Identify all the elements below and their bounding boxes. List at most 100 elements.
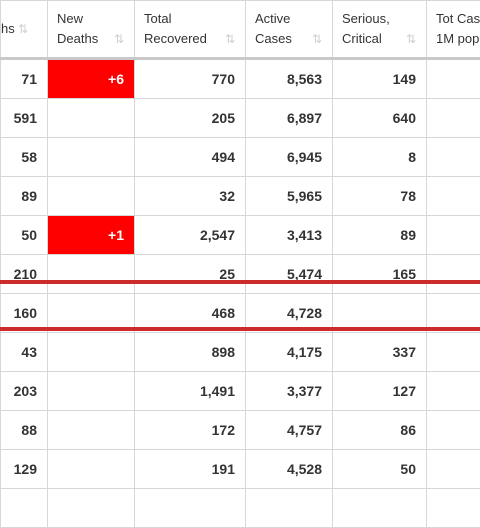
sort-icon[interactable]: ⇅ — [18, 19, 26, 39]
new-deaths-cell — [48, 138, 135, 177]
sort-icon[interactable]: ⇅ — [225, 29, 233, 49]
col-header-total-deaths[interactable]: hs ⇅ — [1, 1, 48, 59]
active-cases-cell: 8,563 — [246, 59, 333, 99]
col-header-new-deaths[interactable]: New Deaths ⇅ — [48, 1, 135, 59]
serious-critical-cell: 8 — [333, 138, 427, 177]
total-deaths-cell: 203 — [1, 372, 48, 411]
tot-cases-per-1m-cell — [427, 450, 480, 489]
serious-critical-cell: 50 — [333, 450, 427, 489]
header-line-2: hs — [1, 19, 32, 39]
total-deaths-cell: 88 — [1, 411, 48, 450]
sort-icon[interactable]: ⇅ — [312, 29, 320, 49]
col-header-serious-critical[interactable]: Serious, Critical ⇅ — [333, 1, 427, 59]
serious-critical-cell: 127 — [333, 372, 427, 411]
active-cases-cell: 6,897 — [246, 99, 333, 138]
new-deaths-cell — [48, 177, 135, 216]
tot-cases-per-1m-cell — [427, 138, 480, 177]
total-recovered-cell: 172 — [135, 411, 246, 450]
total-recovered-cell: 25 — [135, 255, 246, 294]
total-deaths-cell: 129 — [1, 450, 48, 489]
sort-icon[interactable]: ⇅ — [114, 29, 122, 49]
header-line-2: 1M pop — [436, 29, 480, 49]
header-line-1: Total — [144, 9, 239, 29]
total-recovered-cell: 770 — [135, 59, 246, 99]
tot-cases-per-1m-cell — [427, 216, 480, 255]
new-deaths-cell — [48, 411, 135, 450]
serious-critical-cell: 86 — [333, 411, 427, 450]
serious-critical-cell — [333, 489, 427, 528]
total-deaths-cell: 71 — [1, 59, 48, 99]
serious-critical-cell: 78 — [333, 177, 427, 216]
sort-icon[interactable]: ⇅ — [406, 29, 414, 49]
new-deaths-cell — [48, 255, 135, 294]
active-cases-cell: 4,757 — [246, 411, 333, 450]
active-cases-cell: 6,945 — [246, 138, 333, 177]
new-deaths-cell: +6 — [48, 59, 135, 99]
serious-critical-cell: 337 — [333, 333, 427, 372]
active-cases-cell: 3,413 — [246, 216, 333, 255]
total-recovered-cell: 898 — [135, 333, 246, 372]
total-deaths-cell — [1, 489, 48, 528]
new-deaths-cell — [48, 450, 135, 489]
active-cases-cell: 4,175 — [246, 333, 333, 372]
active-cases-cell: 5,965 — [246, 177, 333, 216]
total-recovered-cell: 32 — [135, 177, 246, 216]
col-header-total-recovered[interactable]: Total Recovered ⇅ — [135, 1, 246, 59]
total-deaths-cell: 50 — [1, 216, 48, 255]
header-row: hs ⇅ New Deaths ⇅ Total Recovered ⇅ — [1, 1, 480, 59]
selection-line-top — [0, 280, 480, 284]
active-cases-cell: 3,377 — [246, 372, 333, 411]
total-recovered-cell — [135, 489, 246, 528]
active-cases-cell: 4,528 — [246, 450, 333, 489]
tot-cases-per-1m-cell — [427, 489, 480, 528]
total-recovered-cell: 205 — [135, 99, 246, 138]
header-line-1: Active — [255, 9, 326, 29]
tot-cases-per-1m-cell — [427, 333, 480, 372]
serious-critical-cell: 165 — [333, 255, 427, 294]
total-deaths-cell: 210 — [1, 255, 48, 294]
tot-cases-per-1m-cell — [427, 99, 480, 138]
tot-cases-per-1m-cell — [427, 411, 480, 450]
new-deaths-cell — [48, 333, 135, 372]
col-header-tot-cases-per-1m[interactable]: Tot Cas 1M pop — [427, 1, 480, 59]
active-cases-cell: 5,474 — [246, 255, 333, 294]
serious-critical-cell: 89 — [333, 216, 427, 255]
serious-critical-cell: 640 — [333, 99, 427, 138]
tot-cases-per-1m-cell — [427, 177, 480, 216]
total-deaths-cell: 89 — [1, 177, 48, 216]
serious-critical-cell: 149 — [333, 59, 427, 99]
header-line-1: New — [57, 9, 128, 29]
new-deaths-cell — [48, 489, 135, 528]
header-line-1: Serious, — [342, 9, 420, 29]
header-line-1: Tot Cas — [436, 9, 480, 29]
tot-cases-per-1m-cell — [427, 372, 480, 411]
total-recovered-cell: 2,547 — [135, 216, 246, 255]
total-deaths-cell: 43 — [1, 333, 48, 372]
tot-cases-per-1m-cell — [427, 59, 480, 99]
new-deaths-cell — [48, 372, 135, 411]
new-deaths-cell: +1 — [48, 216, 135, 255]
total-recovered-cell: 1,491 — [135, 372, 246, 411]
table-row[interactable] — [1, 489, 480, 528]
total-deaths-cell: 591 — [1, 99, 48, 138]
total-recovered-cell: 494 — [135, 138, 246, 177]
active-cases-cell — [246, 489, 333, 528]
tot-cases-per-1m-cell — [427, 255, 480, 294]
new-deaths-cell — [48, 99, 135, 138]
total-recovered-cell: 191 — [135, 450, 246, 489]
col-header-active-cases[interactable]: Active Cases ⇅ — [246, 1, 333, 59]
total-deaths-cell: 58 — [1, 138, 48, 177]
selection-line-bottom — [0, 327, 480, 331]
